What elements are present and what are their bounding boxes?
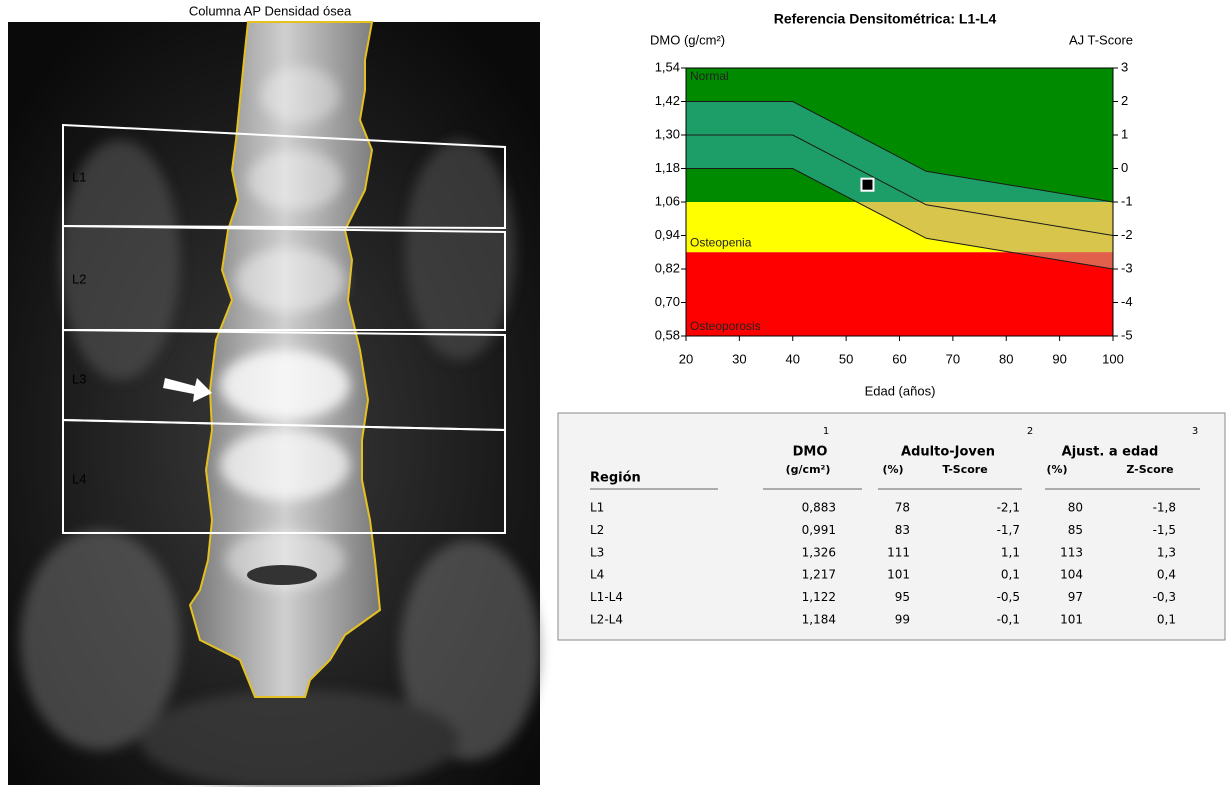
x-tick-label: 40 [786, 351, 800, 366]
screen: L1 L2 L3 L4 Columna AP Densidad ósea Ref… [0, 0, 1230, 787]
x-tick-label: 30 [732, 351, 746, 366]
table-cell: -0,1 [997, 613, 1020, 627]
table-cell: 83 [895, 523, 910, 537]
y2-tick-label: -1 [1121, 193, 1133, 208]
x-tick-label: 50 [839, 351, 853, 366]
results-table: Región DMO 1 Adulto-Joven 2 Ajust. a edad 3 (g/… [558, 413, 1225, 640]
region-label: L3 [72, 371, 86, 386]
table-cell: -0,5 [997, 590, 1020, 604]
xray-image: L1 L2 L3 L4 [8, 22, 540, 787]
region-label: L2 [72, 271, 86, 286]
x-tick-label: 20 [679, 351, 693, 366]
x-axis-label: Edad (años) [865, 383, 936, 398]
column-header: Adulto-Joven [901, 445, 995, 460]
x-tick-label: 90 [1052, 351, 1066, 366]
patient-point [861, 179, 873, 191]
plot: Normal Osteopenia Osteoporosis [686, 68, 1113, 336]
table-cell: 0,991 [802, 523, 836, 537]
x-tick-label: 80 [999, 351, 1013, 366]
table-cell: 97 [1068, 590, 1083, 604]
y2-tick-label: 2 [1121, 93, 1128, 108]
table-cell: 0,1 [1001, 568, 1020, 582]
table-cell: 101 [887, 568, 910, 582]
y2-tick-label: -3 [1121, 260, 1133, 275]
table-cell: 1,3 [1157, 545, 1176, 559]
y-tick-label: 0,58 [655, 327, 680, 342]
table-cell: 1,326 [802, 545, 836, 559]
table-cell: L4 [590, 568, 604, 582]
column-note: 3 [1192, 426, 1198, 437]
y-tick-label: 0,70 [655, 294, 680, 309]
table-cell: 80 [1068, 501, 1083, 515]
y-tick-label: 1,30 [655, 126, 680, 141]
table-cell: L1-L4 [590, 590, 623, 604]
column-header: DMO [793, 445, 828, 460]
y-tick-label: 0,82 [655, 260, 680, 275]
table-cell: -1,8 [1153, 501, 1176, 515]
column-header: Ajust. a edad [1062, 445, 1159, 460]
table-cell: L3 [590, 545, 604, 559]
unit-header: T-Score [942, 463, 987, 476]
unit-header: (%) [1046, 463, 1067, 476]
y2-tick-label: -5 [1121, 327, 1133, 342]
unit-header: Z-Score [1126, 463, 1173, 476]
y-axis-label: DMO (g/cm²) [650, 32, 725, 47]
y-tick-label: 1,42 [655, 93, 680, 108]
table-cell: -0,3 [1153, 590, 1176, 604]
table-cell: 0,1 [1157, 613, 1176, 627]
y2-tick-label: 0 [1121, 160, 1128, 175]
table-cell: 0,4 [1157, 568, 1176, 582]
zone-label: Osteopenia [690, 235, 752, 249]
zone-label: Normal [690, 69, 729, 83]
y2-axis-label: AJ T-Score [1069, 32, 1133, 47]
table-cell: L2-L4 [590, 613, 623, 627]
y2-tick-label: 1 [1121, 126, 1128, 141]
table-cell: 113 [1060, 545, 1083, 559]
chart-title: Referencia Densitométrica: L1-L4 [774, 11, 997, 27]
table-cell: 1,184 [802, 613, 836, 627]
table-cell: 1,217 [802, 568, 836, 582]
y2-tick-label: -2 [1121, 227, 1133, 242]
table-cell: L1 [590, 501, 604, 515]
unit-header: (g/cm²) [786, 463, 831, 476]
y2-tick-label: 3 [1121, 59, 1128, 74]
region-label: L1 [72, 169, 86, 184]
table-cell: 85 [1068, 523, 1083, 537]
image-title: Columna AP Densidad ósea [189, 3, 352, 18]
table-cell: 78 [895, 501, 910, 515]
table-cell: -1,7 [997, 523, 1020, 537]
zone-label: Osteoporosis [690, 319, 761, 333]
page: {"image": {"title": "Columna AP Densidad… [0, 0, 1230, 787]
y-tick-label: 1,06 [655, 193, 680, 208]
column-note: 2 [1027, 426, 1033, 437]
table-cell: 104 [1060, 568, 1083, 582]
table-cell: L2 [590, 523, 604, 537]
table-cell: 1,1 [1001, 545, 1020, 559]
table-cell: 0,883 [802, 501, 836, 515]
y-tick-label: 0,94 [655, 227, 680, 242]
table-header: Región [590, 471, 641, 486]
table-cell: 95 [895, 590, 910, 604]
region-label: L4 [72, 471, 86, 486]
table-cell: -2,1 [997, 501, 1020, 515]
y-tick-label: 1,18 [655, 160, 680, 175]
table-cell: 1,122 [802, 590, 836, 604]
table-cell: -1,5 [1153, 523, 1176, 537]
unit-header: (%) [882, 463, 903, 476]
x-tick-label: 60 [892, 351, 906, 366]
table-cell: 101 [1060, 613, 1083, 627]
y-tick-label: 1,54 [655, 59, 680, 74]
disc [247, 565, 317, 585]
column-note: 1 [823, 426, 829, 437]
x-tick-label: 100 [1102, 351, 1124, 366]
table-cell: 111 [887, 545, 910, 559]
table-cell: 99 [895, 613, 910, 627]
y2-tick-label: -4 [1121, 294, 1133, 309]
x-tick-label: 70 [946, 351, 960, 366]
